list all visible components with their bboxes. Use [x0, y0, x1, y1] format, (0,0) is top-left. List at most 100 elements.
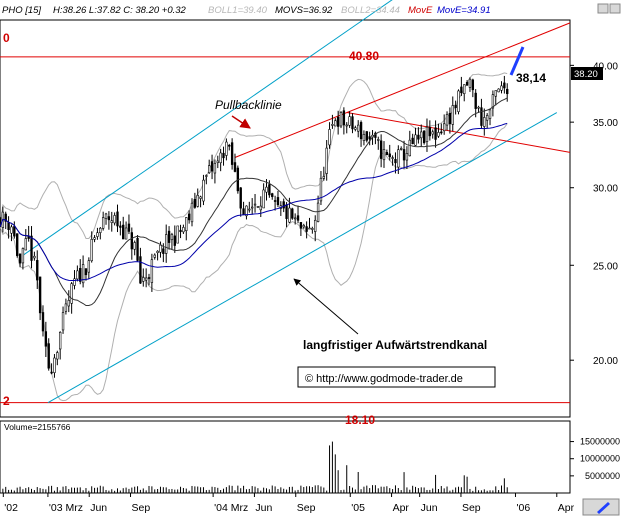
time-tick-label: Jun [255, 502, 272, 514]
candle-body [268, 184, 271, 196]
candle-body [265, 186, 268, 193]
candle-body [394, 159, 397, 164]
candle-body [41, 312, 45, 332]
candle-body [293, 217, 297, 220]
candle [21, 247, 25, 270]
candle [136, 234, 139, 262]
candle-body [285, 204, 288, 219]
candle-body [208, 165, 211, 174]
candle-body [30, 235, 33, 261]
last-price-text: 38.20 [574, 69, 598, 80]
candle-body [93, 237, 96, 240]
resistance-label: 40.80 [349, 49, 379, 63]
volume-label: Volume=2155766 [4, 422, 71, 432]
candle [99, 227, 102, 240]
candle [196, 188, 199, 208]
candle [336, 110, 340, 135]
candle-body [445, 114, 449, 126]
candle-body [159, 244, 162, 253]
candle [230, 138, 234, 170]
volume-bars [0, 441, 508, 493]
candle [50, 363, 53, 375]
candle-body [242, 208, 245, 216]
candle-body [494, 90, 497, 97]
candle-body [402, 149, 406, 161]
candle [488, 108, 492, 126]
candle-body [16, 233, 19, 256]
time-tick-label: '05 [351, 502, 365, 514]
volume-tick-label: 10000000 [580, 454, 620, 464]
candle-body [322, 176, 325, 179]
candle [248, 201, 251, 213]
candle [228, 143, 231, 151]
header-quote: H:38.26 L:37.82 C: 38.20 +0.32 [53, 5, 187, 16]
close-icon[interactable] [609, 3, 621, 14]
candle-body [101, 217, 105, 229]
candle-body [193, 199, 197, 208]
candle-body [480, 107, 483, 126]
time-tick-label: Jun [421, 502, 438, 514]
candle [302, 223, 305, 229]
candle-body [0, 217, 2, 228]
candle [437, 123, 440, 138]
candle-body [79, 268, 82, 282]
price-tick-label: 25.00 [593, 261, 618, 272]
candle-body [288, 207, 291, 223]
candle-body [67, 300, 70, 307]
candle [474, 89, 477, 118]
candle [422, 130, 426, 145]
candle [222, 146, 225, 166]
candle [182, 224, 185, 234]
candle-body [388, 153, 391, 158]
candle [368, 131, 371, 146]
top-left-edge-label: 0 [3, 31, 10, 45]
candle [38, 276, 42, 321]
candle [142, 268, 145, 287]
candle [468, 77, 472, 92]
candle [382, 141, 386, 168]
time-tick-label: Sep [462, 502, 481, 514]
candle [354, 125, 357, 132]
candle-body [36, 260, 39, 281]
candle [316, 195, 320, 223]
candle [465, 80, 469, 86]
window-icons[interactable] [597, 3, 621, 14]
candle-body [463, 84, 466, 94]
time-tick-label: '02 [4, 502, 18, 514]
candle [81, 255, 85, 288]
candle-body [130, 232, 133, 250]
candle-body [331, 124, 334, 126]
candle-body [408, 139, 411, 157]
candle [167, 226, 171, 250]
candle [253, 194, 257, 213]
drawing-tool-button[interactable] [582, 498, 620, 516]
candle [308, 217, 311, 230]
candle-body [216, 160, 219, 163]
candle [463, 84, 466, 102]
header-movs: MOVS=36.92 [275, 5, 333, 16]
restore-icon[interactable] [597, 3, 609, 14]
candle [185, 217, 188, 241]
candle [319, 171, 323, 206]
candle [497, 88, 500, 93]
candle [176, 225, 179, 244]
candle-body [414, 134, 417, 146]
candle [124, 221, 128, 240]
candle [331, 114, 334, 129]
candle-body [116, 211, 119, 227]
candle-body [357, 124, 360, 132]
time-tick-label: Sep [297, 502, 316, 514]
bottom-left-edge-label: 2 [3, 394, 10, 408]
support-label: 18.10 [345, 413, 375, 427]
candle [328, 122, 331, 149]
candle-body [362, 134, 366, 141]
time-tick-label: '03 Mrz [49, 502, 83, 514]
candle [187, 210, 191, 224]
candle [67, 290, 70, 313]
candle-body [262, 189, 265, 209]
bollinger-bands [0, 72, 508, 402]
candle-body [460, 86, 463, 94]
candle-body [474, 92, 477, 109]
